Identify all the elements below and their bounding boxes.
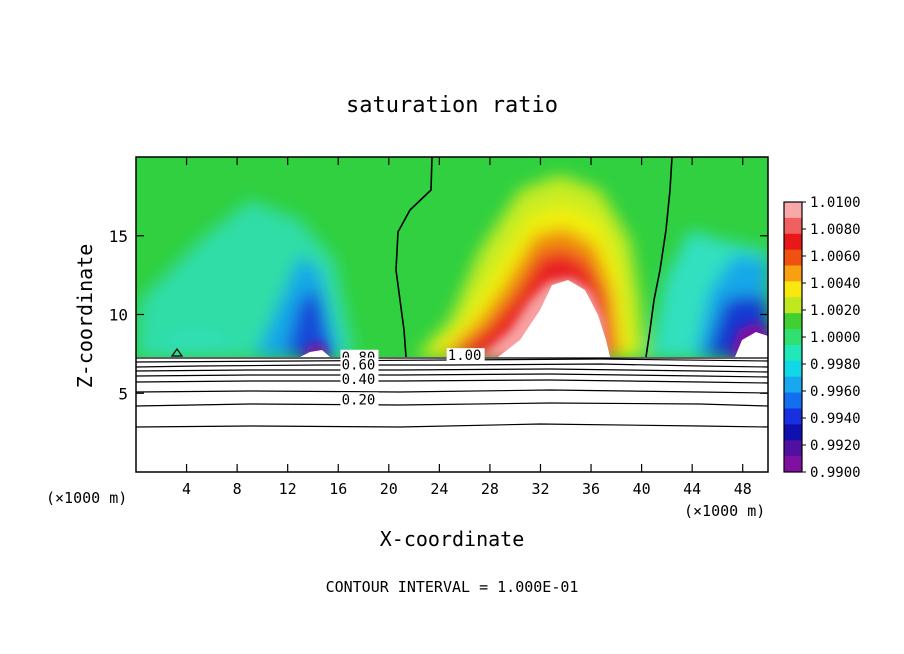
x-tick-label: 16 <box>329 480 347 498</box>
x-tick-label: 44 <box>683 480 701 498</box>
colorbar-segment <box>784 456 802 473</box>
x-tick-label: 12 <box>279 480 297 498</box>
colorbar-tick-label: 1.0020 <box>810 303 861 319</box>
contour-label-bg <box>340 357 379 372</box>
x-unit-right: (×1000 m) <box>684 502 765 520</box>
chart-title: saturation ratio <box>346 93 558 118</box>
colorbar-tick-label: 0.9940 <box>810 411 861 427</box>
y-axis: 5 10 15 <box>109 227 768 403</box>
small-contour-marker <box>170 347 184 357</box>
x-tick-label: 24 <box>430 480 448 498</box>
colorbar-segment <box>784 281 802 298</box>
colorbar-segment <box>784 376 802 394</box>
x-axis-label: X-coordinate <box>380 527 525 551</box>
colorbar-segment <box>784 202 802 219</box>
y-tick-label: 10 <box>109 306 128 325</box>
x-unit-left: (×1000 m) <box>46 489 127 507</box>
contour-lines-upper <box>395 156 673 358</box>
colorbar-segment <box>784 440 802 457</box>
colorbar-segment <box>784 313 802 330</box>
colorbar-segment <box>784 424 802 441</box>
colorbar-tick-label: 1.0100 <box>810 195 861 211</box>
colorbar-segment <box>784 249 802 267</box>
colorbar-segment <box>784 392 802 409</box>
x-tick-label: 40 <box>633 480 651 498</box>
y-tick-label: 5 <box>118 384 128 403</box>
colorbar-tick-label: 1.0040 <box>810 276 861 292</box>
colorbar-tick-label: 0.9900 <box>810 465 861 481</box>
contour-label-bg <box>340 392 379 407</box>
colorbar-tick-label: 1.0060 <box>810 249 861 265</box>
y-axis-label: Z-coordinate <box>73 244 97 389</box>
contour-labels: 1.000.800.600.400.20 <box>340 348 485 408</box>
contour-label: 0.60 <box>342 358 376 374</box>
x-tick-label: 48 <box>734 480 752 498</box>
x-tick-label: 36 <box>582 480 600 498</box>
colorbar-segment <box>784 329 802 346</box>
x-tick-label: 4 <box>182 480 191 498</box>
colorbar-segment <box>784 297 802 314</box>
colorbar-segment <box>784 360 802 378</box>
colorbar-tick-label: 1.0000 <box>810 330 861 346</box>
x-tick-label: 20 <box>380 480 398 498</box>
x-axis: 4 8 12 16 20 24 28 32 36 40 44 48 <box>182 157 752 498</box>
colorbar-segment <box>784 344 802 362</box>
colorbar-segment <box>784 408 802 425</box>
x-tick-label: 28 <box>481 480 499 498</box>
contour-label: 0.40 <box>342 372 376 388</box>
contour-label-bg <box>446 348 485 363</box>
contour-label: 1.00 <box>448 348 482 364</box>
colorbar-tick-label: 0.9980 <box>810 357 861 373</box>
colorbar-segment <box>784 233 802 251</box>
colorbar-tick-label: 0.9960 <box>810 384 861 400</box>
colorbar: 1.0100 1.0080 1.0060 1.0040 1.0020 1.0000 0.99… <box>783 195 861 481</box>
colorbar-segment <box>784 217 802 235</box>
contour-label: 0.20 <box>342 392 376 408</box>
contour-lines-lower <box>135 357 769 428</box>
x-tick-label: 8 <box>233 480 242 498</box>
colorbar-segment <box>784 265 802 282</box>
colorbar-tick-label: 0.9920 <box>810 438 861 454</box>
contour-interval-note: CONTOUR INTERVAL = 1.000E-01 <box>326 578 579 596</box>
x-tick-label: 32 <box>531 480 549 498</box>
contour-label-bg <box>340 371 379 386</box>
saturation-field <box>136 157 768 357</box>
colorbar-tick-label: 1.0080 <box>810 222 861 238</box>
y-tick-label: 15 <box>109 227 128 246</box>
